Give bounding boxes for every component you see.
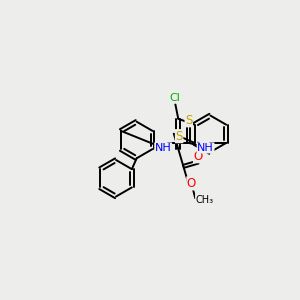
Text: S: S — [176, 130, 183, 143]
Text: O: O — [194, 150, 203, 163]
Text: CH₃: CH₃ — [196, 195, 214, 205]
Text: S: S — [185, 114, 193, 127]
Text: NH: NH — [197, 143, 214, 153]
Text: NH: NH — [155, 143, 172, 153]
Text: O: O — [187, 177, 196, 190]
Text: Cl: Cl — [170, 93, 181, 103]
